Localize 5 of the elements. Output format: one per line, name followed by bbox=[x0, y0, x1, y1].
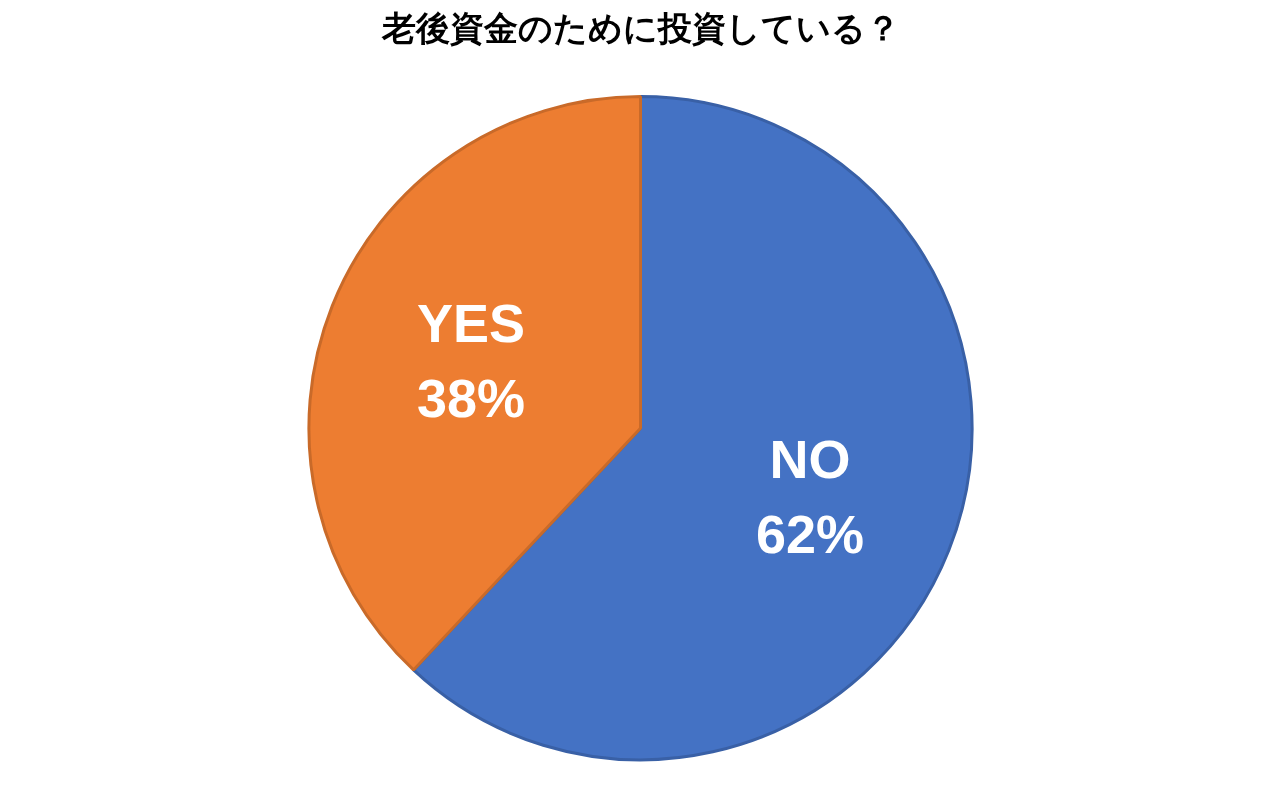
data-label: 62% bbox=[756, 503, 865, 564]
data-label: 38% bbox=[416, 367, 525, 428]
slice-label: NO bbox=[769, 428, 851, 489]
chart-title: 老後資金のために投資している？ bbox=[380, 7, 900, 48]
slice-label: YES bbox=[416, 292, 525, 353]
